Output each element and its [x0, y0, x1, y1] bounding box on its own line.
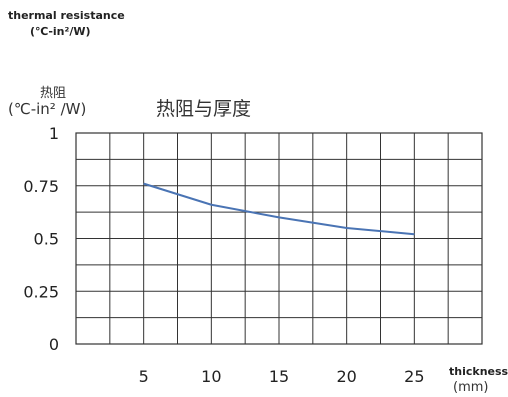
y-axis-unit-en: (℃-in²/W) [30, 25, 91, 38]
y-axis-label-cn: 热阻 [40, 86, 67, 101]
y-tick-label: 0.5 [34, 230, 59, 249]
y-tick-label: 0 [49, 335, 59, 354]
y-axis-label-en: thermal resistance [8, 9, 125, 22]
x-axis-label-en: thickness [449, 365, 508, 378]
x-tick-label: 5 [139, 367, 149, 386]
x-tick-label: 20 [336, 367, 356, 386]
y-tick-label: 0.75 [23, 177, 59, 196]
x-tick-label: 10 [201, 367, 221, 386]
series-line [143, 182, 415, 236]
chart-title: 热阻与厚度 [156, 98, 252, 120]
x-tick-label: 25 [404, 367, 424, 386]
y-axis-unit-cn: (℃-in² /W) [8, 100, 87, 118]
x-axis-unit: (mm) [453, 380, 489, 395]
y-tick-label: 0.25 [23, 282, 59, 301]
x-tick-label: 15 [269, 367, 289, 386]
y-tick-label: 1 [49, 124, 59, 143]
plot-frame [75, 132, 483, 345]
